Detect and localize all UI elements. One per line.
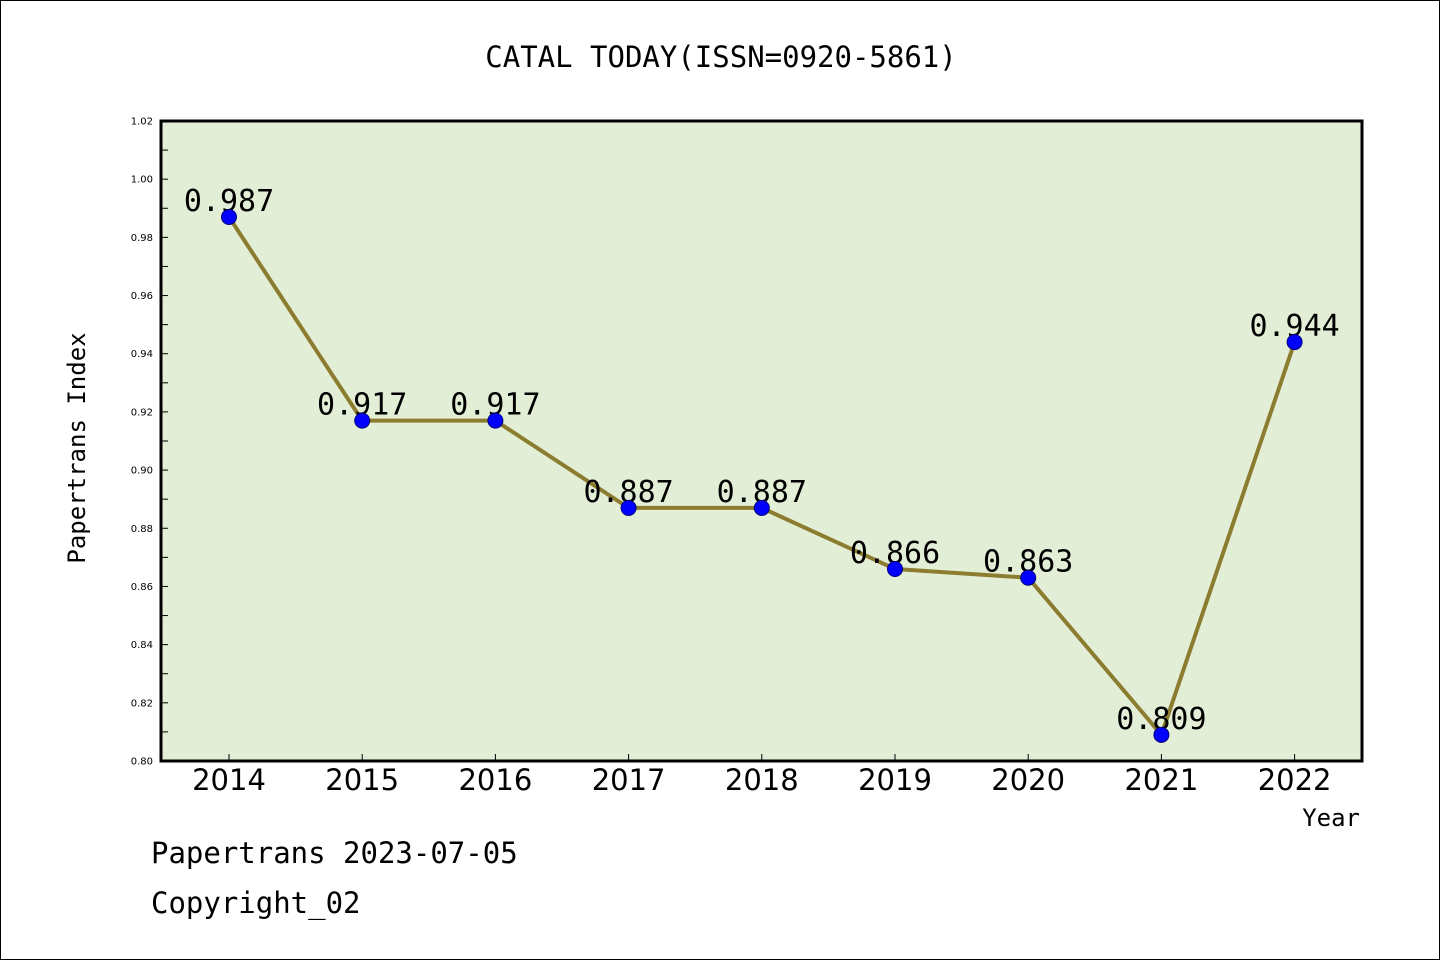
x-tick-label: 2020 xyxy=(991,763,1065,797)
x-tick-label: 2017 xyxy=(592,763,666,797)
data-point xyxy=(887,561,903,577)
x-tick-label: 2015 xyxy=(325,763,399,797)
x-tick-label: 2021 xyxy=(1124,763,1198,797)
y-axis-ticks: 0.80 0.82 0.84 0.86 0.88 0.90 0.92 0.94 0.96 0.98… xyxy=(131,117,168,768)
data-point xyxy=(1153,726,1170,743)
x-tick-label: 2016 xyxy=(458,763,532,797)
y-tick-label: 0.84 xyxy=(131,640,153,651)
y-tick-label: 0.90 xyxy=(131,466,153,477)
x-tick-label: 2022 xyxy=(1258,763,1332,797)
data-point xyxy=(620,499,637,516)
x-axis-label: Year xyxy=(1302,804,1360,832)
y-tick-label: 0.94 xyxy=(131,349,153,360)
y-tick-label: 0.98 xyxy=(131,233,153,244)
x-tick-label: 2018 xyxy=(725,763,799,797)
y-tick-label: 1.00 xyxy=(131,175,153,186)
footer-copyright: Copyright_02 xyxy=(151,886,361,920)
footer-date-line: Papertrans 2023-07-05 xyxy=(151,836,518,870)
data-point xyxy=(221,209,237,225)
data-point xyxy=(753,499,770,516)
y-tick-label: 0.82 xyxy=(131,698,153,709)
x-tick-label: 2014 xyxy=(192,763,266,797)
y-tick-label: 0.96 xyxy=(131,291,153,302)
y-tick-label: 1.02 xyxy=(131,117,153,128)
y-axis-label: Papertrans Index xyxy=(63,332,91,563)
y-tick-label: 0.88 xyxy=(131,524,153,535)
x-tick-label: 2019 xyxy=(858,763,932,797)
data-point xyxy=(1020,569,1037,586)
plot-area xyxy=(161,121,1362,761)
x-axis-ticks: 2014 2015 2016 2017 2018 2019 2020 2021 2022 xyxy=(192,754,1332,797)
data-point xyxy=(354,412,371,429)
y-tick-label: 0.80 xyxy=(131,757,153,768)
plot-border xyxy=(159,119,1364,763)
y-tick-label: 0.92 xyxy=(131,407,153,418)
chart-title: CATAL TODAY(ISSN=0920-5861) xyxy=(485,40,956,74)
data-point xyxy=(1286,334,1303,351)
data-point xyxy=(487,412,504,429)
y-tick-label: 0.86 xyxy=(131,582,153,593)
